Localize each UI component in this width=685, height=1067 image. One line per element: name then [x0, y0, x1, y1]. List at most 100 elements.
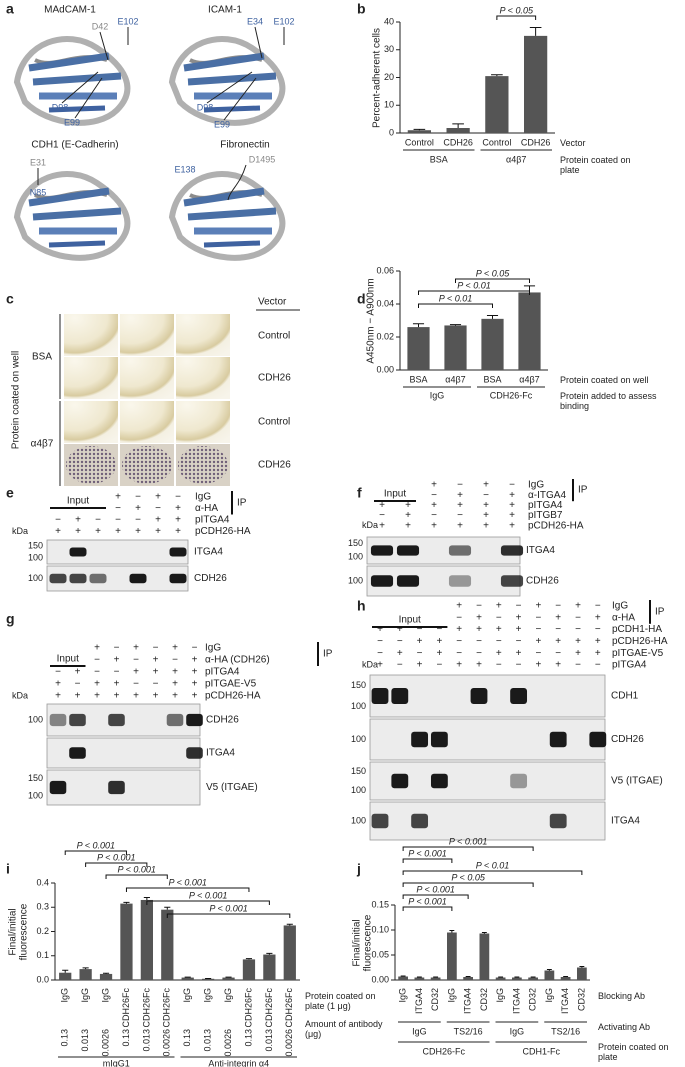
significance-bracket	[125, 887, 250, 892]
y-tick-label: 20	[384, 72, 394, 82]
bar	[79, 969, 92, 980]
condition-sign: −	[115, 503, 121, 514]
group-label: BSA	[32, 352, 52, 363]
panel-letter: d	[357, 291, 366, 307]
condition-sign: −	[555, 648, 561, 659]
condition-label: pITGAE-V5	[205, 679, 257, 690]
significance-label: P < 0.01	[457, 280, 490, 290]
ip-label: IP	[323, 649, 333, 660]
x-tick-label: IgG	[398, 988, 408, 1003]
blot-band	[169, 547, 187, 557]
error-bar	[530, 976, 536, 978]
blot-band	[49, 780, 67, 795]
well-image	[176, 357, 230, 399]
ip-label: IP	[237, 497, 247, 508]
y-tick-label: 40	[384, 16, 394, 26]
condition-sign: +	[496, 624, 502, 635]
error-bar	[416, 976, 422, 978]
condition-sign: +	[114, 655, 120, 666]
condition-label: pITGB7	[528, 510, 563, 521]
condition-sign: +	[175, 526, 181, 537]
condition-label: pCDH26-HA	[205, 691, 261, 702]
condition-sign: −	[555, 601, 561, 612]
condition-sign: −	[535, 624, 541, 635]
condition-sign: −	[555, 624, 561, 635]
condition-label: IgG	[205, 643, 221, 654]
blot-band	[69, 573, 87, 584]
error-bar	[102, 972, 110, 974]
structure-image	[172, 174, 282, 258]
input-label: Input	[384, 489, 406, 500]
group-label: TS2/16	[551, 1026, 580, 1036]
error-bar	[62, 969, 69, 973]
condition-sign: +	[133, 691, 139, 702]
bar	[414, 977, 425, 980]
significance-label: P < 0.001	[117, 864, 155, 874]
x-tick-label: CDH26Fc	[243, 988, 253, 1028]
x-tick-label: IgG	[60, 988, 70, 1003]
condition-sign: −	[94, 667, 100, 678]
residue: D98	[197, 102, 214, 112]
error-bar	[579, 966, 585, 968]
condition-sign: +	[95, 526, 101, 537]
condition-sign: −	[509, 480, 515, 491]
condition-sign: +	[535, 636, 541, 647]
significance-bracket	[105, 874, 168, 879]
condition-sign: −	[476, 648, 482, 659]
condition-sign: +	[457, 490, 463, 501]
well-image	[176, 314, 230, 356]
y-tick-label: 30	[384, 44, 394, 54]
x-tick-label: ITGA4	[463, 988, 473, 1014]
condition-sign: +	[135, 526, 141, 537]
blot-band	[49, 573, 67, 584]
condition-sign: −	[516, 636, 522, 647]
condition-sign: +	[114, 691, 120, 702]
kda-marker: 150	[351, 680, 366, 690]
significance-bracket	[402, 894, 469, 899]
bar	[479, 933, 490, 980]
y-axis-label: A450nm − A900nm	[364, 277, 376, 364]
condition-sign: −	[55, 515, 61, 526]
condition-sign: +	[436, 648, 442, 659]
x-tick-label: Control	[482, 137, 511, 147]
condition-sign: +	[377, 660, 383, 671]
condition-sign: +	[483, 480, 489, 491]
condition-sign: +	[379, 500, 385, 511]
panel-letter: b	[357, 1, 366, 17]
bar	[59, 972, 72, 980]
significance-label: P < 0.001	[97, 852, 135, 862]
significance-bracket	[402, 882, 534, 887]
residue: E138	[174, 164, 195, 174]
significance-bracket	[166, 913, 291, 918]
bound-cells	[178, 446, 228, 484]
x-tick-label: CDH26Fc	[121, 988, 131, 1028]
condition-sign: +	[133, 643, 139, 654]
significance-bracket	[402, 870, 583, 875]
row-label: Blocking Ab	[598, 991, 646, 1001]
blot-band	[500, 575, 524, 587]
blot-label: ITGA4	[206, 748, 235, 759]
blot-image	[369, 761, 606, 801]
bar	[560, 977, 571, 980]
condition-sign: −	[575, 612, 581, 623]
condition-sign: +	[457, 500, 463, 511]
condition-sign: +	[436, 636, 442, 647]
condition-sign: +	[509, 500, 515, 511]
kda-marker: 100	[351, 701, 366, 711]
well-image	[64, 357, 118, 399]
condition-sign: +	[431, 500, 437, 511]
condition-sign: +	[516, 624, 522, 635]
amount-label: 0.013	[141, 1029, 151, 1052]
error-bar	[143, 897, 150, 900]
condition-sign: −	[397, 660, 403, 671]
group-label: IgG	[510, 1026, 525, 1036]
condition-label: α-HA (CDH26)	[205, 655, 270, 666]
bar	[524, 35, 548, 133]
blot-image	[46, 737, 201, 769]
condition-sign: −	[595, 660, 601, 671]
condition-sign: −	[377, 648, 383, 659]
condition-sign: −	[172, 655, 178, 666]
kda-marker: 100	[348, 575, 363, 585]
